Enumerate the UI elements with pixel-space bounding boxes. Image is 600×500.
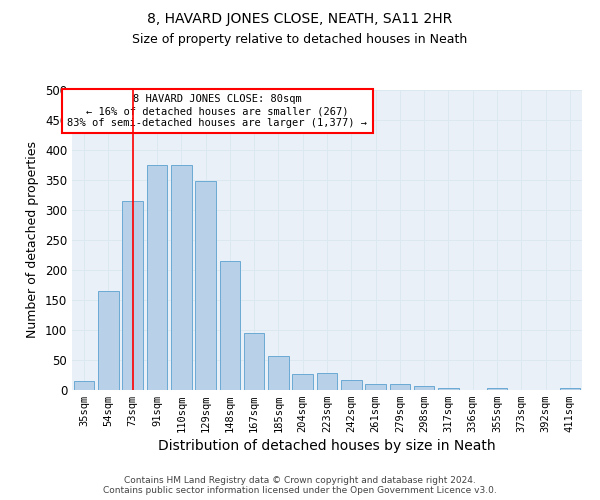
Text: 8 HAVARD JONES CLOSE: 80sqm
← 16% of detached houses are smaller (267)
83% of se: 8 HAVARD JONES CLOSE: 80sqm ← 16% of det… — [67, 94, 367, 128]
Bar — [195, 181, 216, 390]
X-axis label: Distribution of detached houses by size in Neath: Distribution of detached houses by size … — [158, 440, 496, 454]
Bar — [560, 388, 580, 390]
Bar — [244, 333, 265, 390]
Bar — [171, 165, 191, 390]
Y-axis label: Number of detached properties: Number of detached properties — [26, 142, 40, 338]
Bar — [438, 388, 459, 390]
Bar — [317, 372, 337, 390]
Bar — [341, 380, 362, 390]
Bar — [414, 386, 434, 390]
Bar — [74, 381, 94, 390]
Text: Size of property relative to detached houses in Neath: Size of property relative to detached ho… — [133, 32, 467, 46]
Text: Contains HM Land Registry data © Crown copyright and database right 2024.
Contai: Contains HM Land Registry data © Crown c… — [103, 476, 497, 495]
Bar — [122, 201, 143, 390]
Bar — [146, 165, 167, 390]
Bar — [268, 356, 289, 390]
Bar — [365, 384, 386, 390]
Bar — [292, 374, 313, 390]
Bar — [220, 261, 240, 390]
Bar — [389, 384, 410, 390]
Bar — [98, 291, 119, 390]
Bar — [487, 388, 508, 390]
Text: 8, HAVARD JONES CLOSE, NEATH, SA11 2HR: 8, HAVARD JONES CLOSE, NEATH, SA11 2HR — [148, 12, 452, 26]
